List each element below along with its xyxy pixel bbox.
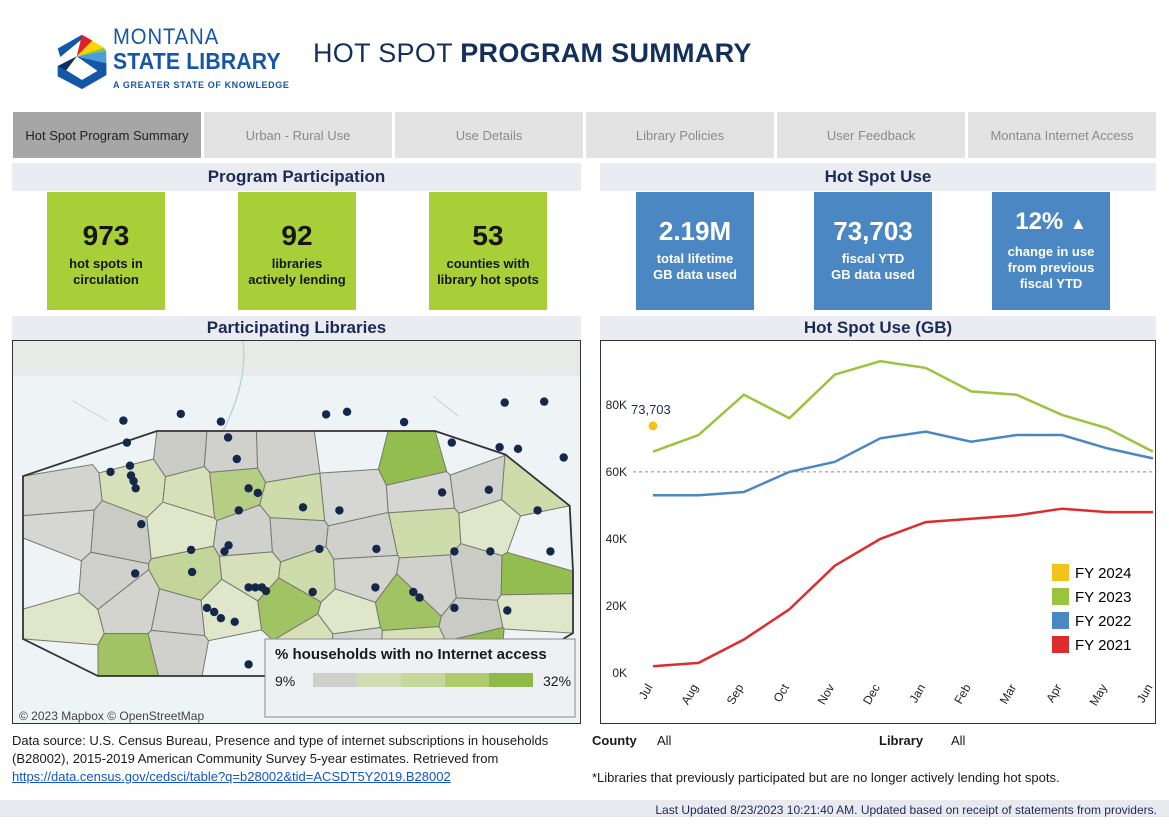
svg-text:Mar: Mar — [997, 682, 1019, 707]
svg-text:Jul: Jul — [636, 682, 656, 702]
svg-text:Jan: Jan — [906, 682, 928, 706]
svg-text:80K: 80K — [606, 398, 627, 412]
svg-text:Nov: Nov — [815, 682, 838, 707]
svg-text:Dec: Dec — [860, 682, 883, 707]
svg-text:Sep: Sep — [724, 681, 747, 707]
svg-text:60K: 60K — [606, 465, 627, 479]
svg-text:Oct: Oct — [771, 681, 793, 705]
svg-text:Jun: Jun — [1134, 682, 1156, 706]
svg-text:Aug: Aug — [678, 682, 701, 707]
svg-text:32%: 32% — [543, 673, 571, 689]
svg-text:% households with no Internet: % households with no Internet access — [275, 646, 547, 663]
svg-text:May: May — [1087, 682, 1110, 709]
svg-text:Feb: Feb — [951, 681, 974, 706]
svg-text:9%: 9% — [275, 673, 295, 689]
svg-text:20K: 20K — [606, 599, 627, 613]
svg-text:© 2023 Mapbox © OpenStreetMap: © 2023 Mapbox © OpenStreetMap — [19, 709, 204, 723]
svg-text:73,703: 73,703 — [631, 402, 671, 417]
svg-text:40K: 40K — [606, 532, 627, 546]
svg-text:Apr: Apr — [1043, 682, 1064, 705]
svg-text:0K: 0K — [612, 666, 627, 680]
